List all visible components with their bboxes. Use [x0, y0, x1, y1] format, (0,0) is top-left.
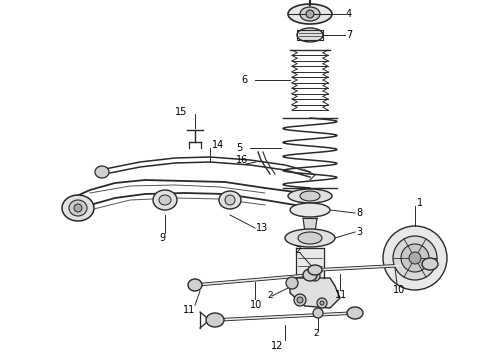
Text: 10: 10: [393, 285, 405, 295]
Text: 5: 5: [236, 143, 242, 153]
Text: 11: 11: [335, 290, 347, 300]
Text: 13: 13: [256, 223, 268, 233]
Text: 7: 7: [346, 30, 352, 40]
Ellipse shape: [298, 232, 322, 244]
Ellipse shape: [422, 258, 438, 270]
Ellipse shape: [306, 10, 314, 18]
Ellipse shape: [320, 301, 324, 305]
Ellipse shape: [393, 236, 437, 280]
Text: 3: 3: [356, 227, 362, 237]
Ellipse shape: [95, 166, 109, 178]
Ellipse shape: [300, 191, 320, 201]
Text: 4: 4: [346, 9, 352, 19]
Ellipse shape: [159, 195, 171, 205]
Ellipse shape: [219, 191, 241, 209]
Ellipse shape: [308, 265, 322, 275]
Polygon shape: [290, 278, 340, 308]
Text: 10: 10: [250, 300, 262, 310]
Ellipse shape: [290, 203, 330, 217]
Ellipse shape: [297, 28, 323, 42]
Ellipse shape: [347, 307, 363, 319]
Ellipse shape: [69, 200, 87, 216]
Ellipse shape: [288, 189, 332, 203]
Ellipse shape: [286, 277, 298, 289]
Ellipse shape: [206, 313, 224, 327]
Ellipse shape: [401, 244, 429, 272]
Text: 16: 16: [236, 155, 248, 165]
Ellipse shape: [297, 297, 303, 303]
Ellipse shape: [74, 204, 82, 212]
Text: 14: 14: [212, 140, 224, 150]
Text: 8: 8: [356, 208, 362, 218]
Text: 2: 2: [313, 329, 319, 338]
Text: 1: 1: [417, 198, 423, 208]
Ellipse shape: [383, 226, 447, 290]
Ellipse shape: [409, 252, 421, 264]
Polygon shape: [296, 248, 324, 278]
Ellipse shape: [294, 294, 306, 306]
Text: 2: 2: [267, 292, 272, 301]
Ellipse shape: [288, 4, 332, 24]
Ellipse shape: [153, 190, 177, 210]
Text: 15: 15: [175, 107, 187, 117]
Text: 9: 9: [159, 233, 165, 243]
Ellipse shape: [285, 229, 335, 247]
Text: 12: 12: [271, 341, 283, 351]
Ellipse shape: [300, 7, 320, 21]
Ellipse shape: [317, 298, 327, 308]
Ellipse shape: [310, 271, 320, 281]
Ellipse shape: [62, 195, 94, 221]
Text: 2: 2: [295, 246, 301, 255]
Ellipse shape: [313, 308, 323, 318]
Ellipse shape: [188, 279, 202, 291]
Ellipse shape: [303, 269, 317, 281]
Ellipse shape: [225, 195, 235, 205]
Text: 11: 11: [183, 305, 195, 315]
Text: 6: 6: [241, 75, 247, 85]
Polygon shape: [303, 218, 317, 232]
